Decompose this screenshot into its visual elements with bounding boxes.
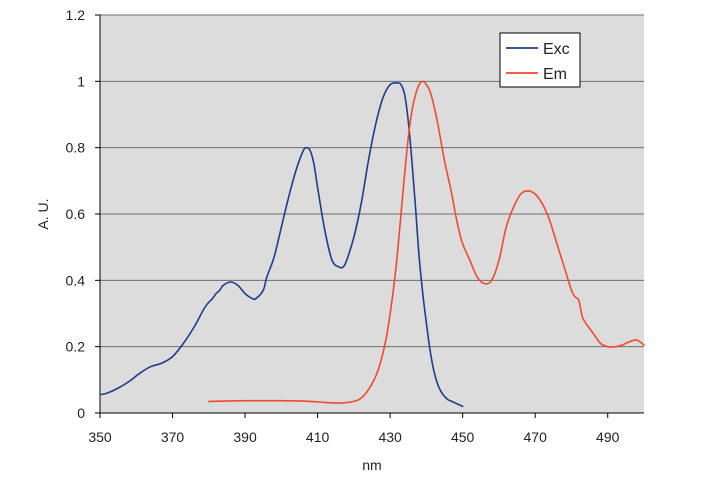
y-tick-label: 0.4 xyxy=(66,272,86,288)
y-tick-label: 0 xyxy=(77,405,85,421)
series-layer xyxy=(99,80,645,408)
x-tick-label: 430 xyxy=(378,429,402,445)
y-axis-ticks: 0 0.2 0.4 0.6 0.8 1 1.2 xyxy=(66,7,100,421)
legend-box xyxy=(499,32,581,88)
y-tick-label: 0.2 xyxy=(66,339,86,355)
legend-label-exc: Exc xyxy=(543,41,570,58)
x-tick-label: 370 xyxy=(161,429,185,445)
x-tick-label: 350 xyxy=(88,429,112,445)
x-tick-label: 450 xyxy=(451,429,475,445)
y-tick-label: 1 xyxy=(77,73,85,89)
x-tick-label: 490 xyxy=(596,429,620,445)
legend: Exc Em xyxy=(499,32,581,88)
y-tick-label: 0.6 xyxy=(66,206,86,222)
y-tick-label: 0.8 xyxy=(66,140,86,156)
x-axis-title: nm xyxy=(362,457,381,473)
x-axis-ticks: 350 370 390 410 430 450 470 490 xyxy=(88,413,620,445)
legend-label-em: Em xyxy=(543,66,567,83)
y-tick-label: 1.2 xyxy=(66,7,86,23)
x-tick-label: 410 xyxy=(306,429,330,445)
x-tick-label: 470 xyxy=(524,429,548,445)
y-axis-title: A. U. xyxy=(35,198,51,229)
grid-lines xyxy=(100,14,644,348)
x-tick-label: 390 xyxy=(233,429,257,445)
series-line-em xyxy=(208,80,645,404)
series-line-exc xyxy=(99,82,464,408)
